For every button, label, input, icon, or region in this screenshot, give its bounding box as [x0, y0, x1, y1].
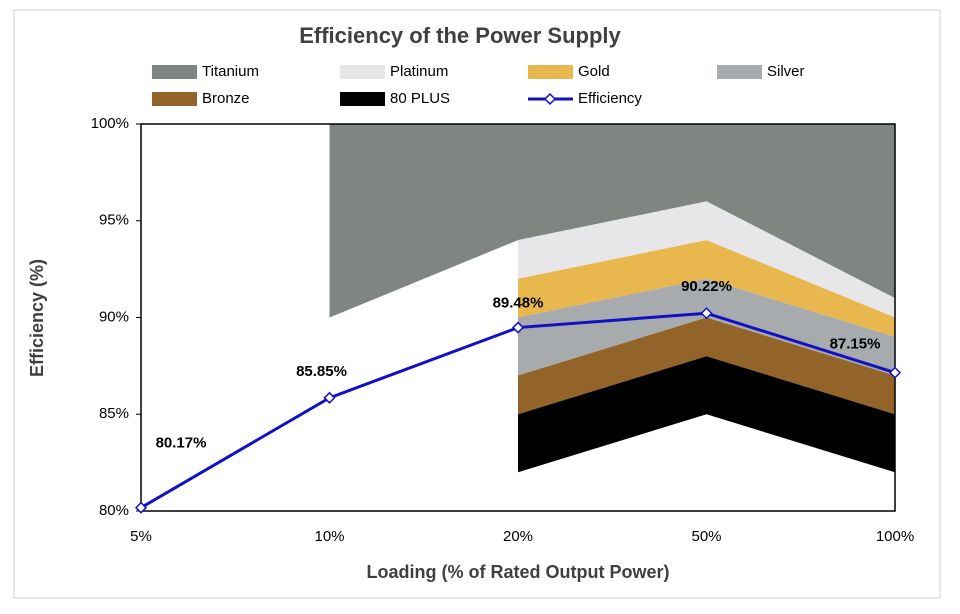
- chart-title: Efficiency of the Power Supply: [299, 23, 621, 48]
- data-point: [511, 321, 525, 334]
- legend-label: Bronze: [202, 90, 250, 107]
- y-tick-label: 80%: [99, 502, 129, 519]
- band-area: [518, 201, 895, 318]
- legend-swatch: [340, 65, 385, 79]
- legend-label: 80 PLUS: [390, 90, 450, 107]
- legend-label: Efficiency: [578, 90, 642, 107]
- data-point: [700, 307, 713, 320]
- y-axis-label: Efficiency (%): [27, 259, 47, 377]
- data-label: 90.22%: [681, 278, 732, 295]
- band-area: [518, 240, 895, 337]
- y-tick-label: 100%: [91, 115, 129, 132]
- band-area: [518, 278, 895, 376]
- data-point: [134, 501, 148, 514]
- y-tick-label: 95%: [99, 212, 129, 229]
- x-tick-label: 100%: [876, 528, 914, 545]
- x-tick-label: 10%: [314, 528, 344, 545]
- legend-label: Silver: [767, 63, 805, 80]
- legend-swatch: [717, 65, 762, 79]
- legend-swatch: [152, 65, 197, 79]
- legend-label: Titanium: [202, 63, 259, 80]
- data-label: 85.85%: [296, 363, 347, 380]
- legend-label: Platinum: [390, 63, 448, 80]
- legend-swatch: [152, 92, 197, 106]
- data-label: 87.15%: [830, 336, 881, 353]
- x-tick-label: 50%: [691, 528, 721, 545]
- legend-label: Gold: [578, 63, 610, 80]
- legend-marker: [543, 92, 557, 106]
- data-point: [888, 366, 902, 379]
- data-label: 89.48%: [493, 295, 544, 312]
- legend-swatch: [528, 65, 573, 79]
- data-point: [323, 391, 336, 404]
- legend-swatch: [340, 92, 385, 106]
- x-tick-label: 20%: [503, 528, 533, 545]
- x-axis-label: Loading (% of Rated Output Power): [367, 562, 670, 582]
- x-tick-label: 5%: [130, 528, 152, 545]
- y-tick-label: 85%: [99, 405, 129, 422]
- band-area: [518, 356, 895, 473]
- band-area: [518, 317, 895, 415]
- data-label: 80.17%: [156, 435, 207, 452]
- y-tick-label: 90%: [99, 308, 129, 325]
